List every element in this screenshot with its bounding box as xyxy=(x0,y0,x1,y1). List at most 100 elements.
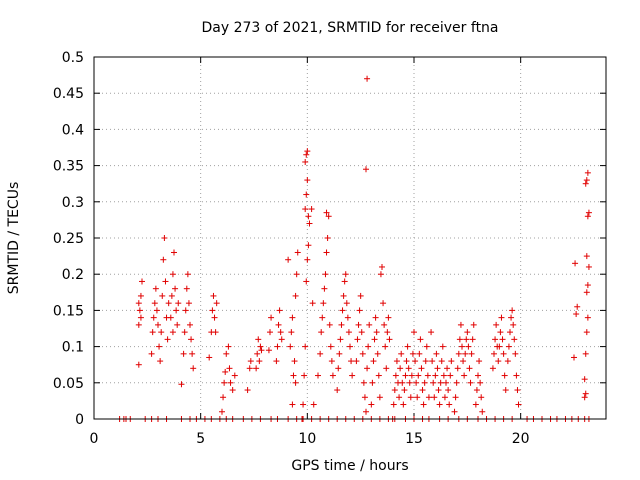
data-point xyxy=(509,307,516,314)
data-point xyxy=(354,336,361,343)
data-point xyxy=(581,394,588,401)
data-point xyxy=(504,358,511,365)
data-point xyxy=(584,169,591,176)
data-point xyxy=(341,278,348,285)
data-point xyxy=(302,343,309,350)
data-point xyxy=(213,300,220,307)
data-point xyxy=(583,289,590,296)
data-point xyxy=(464,329,471,336)
data-point xyxy=(585,263,592,270)
data-point xyxy=(507,329,513,336)
y-tick-label: 0.5 xyxy=(62,50,84,66)
data-point xyxy=(414,394,421,401)
data-point xyxy=(360,379,367,386)
data-point xyxy=(348,358,355,365)
data-point xyxy=(571,354,577,361)
data-point xyxy=(155,321,161,328)
data-point xyxy=(583,253,590,260)
data-point xyxy=(257,343,264,350)
data-point xyxy=(292,379,299,386)
data-point xyxy=(349,372,356,379)
data-point xyxy=(384,329,391,336)
data-point xyxy=(303,191,310,198)
y-tick-label: 0.2 xyxy=(62,267,84,283)
data-point xyxy=(512,350,519,357)
data-point xyxy=(325,213,332,220)
data-point xyxy=(302,206,309,213)
data-point xyxy=(583,177,590,184)
data-point xyxy=(244,387,251,394)
data-point xyxy=(465,343,472,350)
data-point xyxy=(323,209,330,216)
data-point xyxy=(278,336,285,343)
data-point xyxy=(303,278,310,285)
data-point xyxy=(368,401,375,408)
data-point xyxy=(443,379,449,386)
data-point xyxy=(152,285,159,292)
data-point xyxy=(340,292,347,299)
data-point xyxy=(212,329,219,336)
data-point xyxy=(304,177,311,184)
data-point xyxy=(302,158,309,165)
data-point xyxy=(491,350,497,357)
data-point xyxy=(419,387,426,394)
data-point xyxy=(434,365,441,372)
data-point xyxy=(188,336,195,343)
data-point xyxy=(336,350,343,357)
data-point xyxy=(210,292,217,299)
data-point xyxy=(369,379,376,386)
data-point xyxy=(476,358,483,365)
data-point xyxy=(493,321,500,328)
data-point xyxy=(247,358,254,365)
data-point xyxy=(353,358,360,365)
data-point xyxy=(306,220,313,227)
data-point xyxy=(342,271,349,278)
data-point xyxy=(511,336,518,343)
data-point xyxy=(495,358,502,365)
data-point xyxy=(397,365,404,372)
y-tick-label: 0.35 xyxy=(53,159,84,175)
data-point xyxy=(415,372,422,379)
data-point xyxy=(288,329,295,336)
y-tick-label: 0.25 xyxy=(53,231,84,247)
data-point xyxy=(219,408,225,415)
data-point xyxy=(274,343,281,350)
data-point xyxy=(226,365,233,372)
data-point xyxy=(285,256,292,263)
data-point xyxy=(211,314,218,321)
data-point xyxy=(382,343,389,350)
grid-layer xyxy=(94,57,606,419)
data-point xyxy=(462,350,469,357)
data-point xyxy=(303,151,310,158)
data-point xyxy=(275,321,282,328)
data-point xyxy=(304,256,311,263)
data-point xyxy=(172,285,179,292)
data-point xyxy=(451,408,458,415)
data-point xyxy=(291,358,298,365)
data-point xyxy=(187,321,193,328)
data-point xyxy=(227,379,234,386)
data-point xyxy=(379,263,385,270)
data-point xyxy=(265,347,272,354)
data-point xyxy=(370,358,377,365)
data-point xyxy=(358,329,365,336)
data-point xyxy=(452,394,459,401)
data-point xyxy=(326,321,333,328)
data-point xyxy=(310,401,317,408)
data-point xyxy=(221,379,228,386)
ticks-layer: 0 0.05 0.1 0.15 0.2 0.25 0.3 0.35 0.4 0.45 0.5 0 5 10… xyxy=(53,50,606,447)
data-point xyxy=(301,372,308,379)
data-point xyxy=(305,213,312,220)
data-point xyxy=(229,387,236,394)
data-point xyxy=(268,314,275,321)
data-point xyxy=(287,343,294,350)
data-point xyxy=(399,379,406,386)
y-axis-title: SRMTID / TECUs xyxy=(6,182,22,295)
data-point xyxy=(582,390,589,397)
data-point xyxy=(444,365,451,372)
data-point xyxy=(363,408,369,415)
data-point xyxy=(437,379,444,386)
y-tick-label: 0.4 xyxy=(62,122,84,138)
data-point xyxy=(400,401,407,408)
data-point xyxy=(383,365,390,372)
